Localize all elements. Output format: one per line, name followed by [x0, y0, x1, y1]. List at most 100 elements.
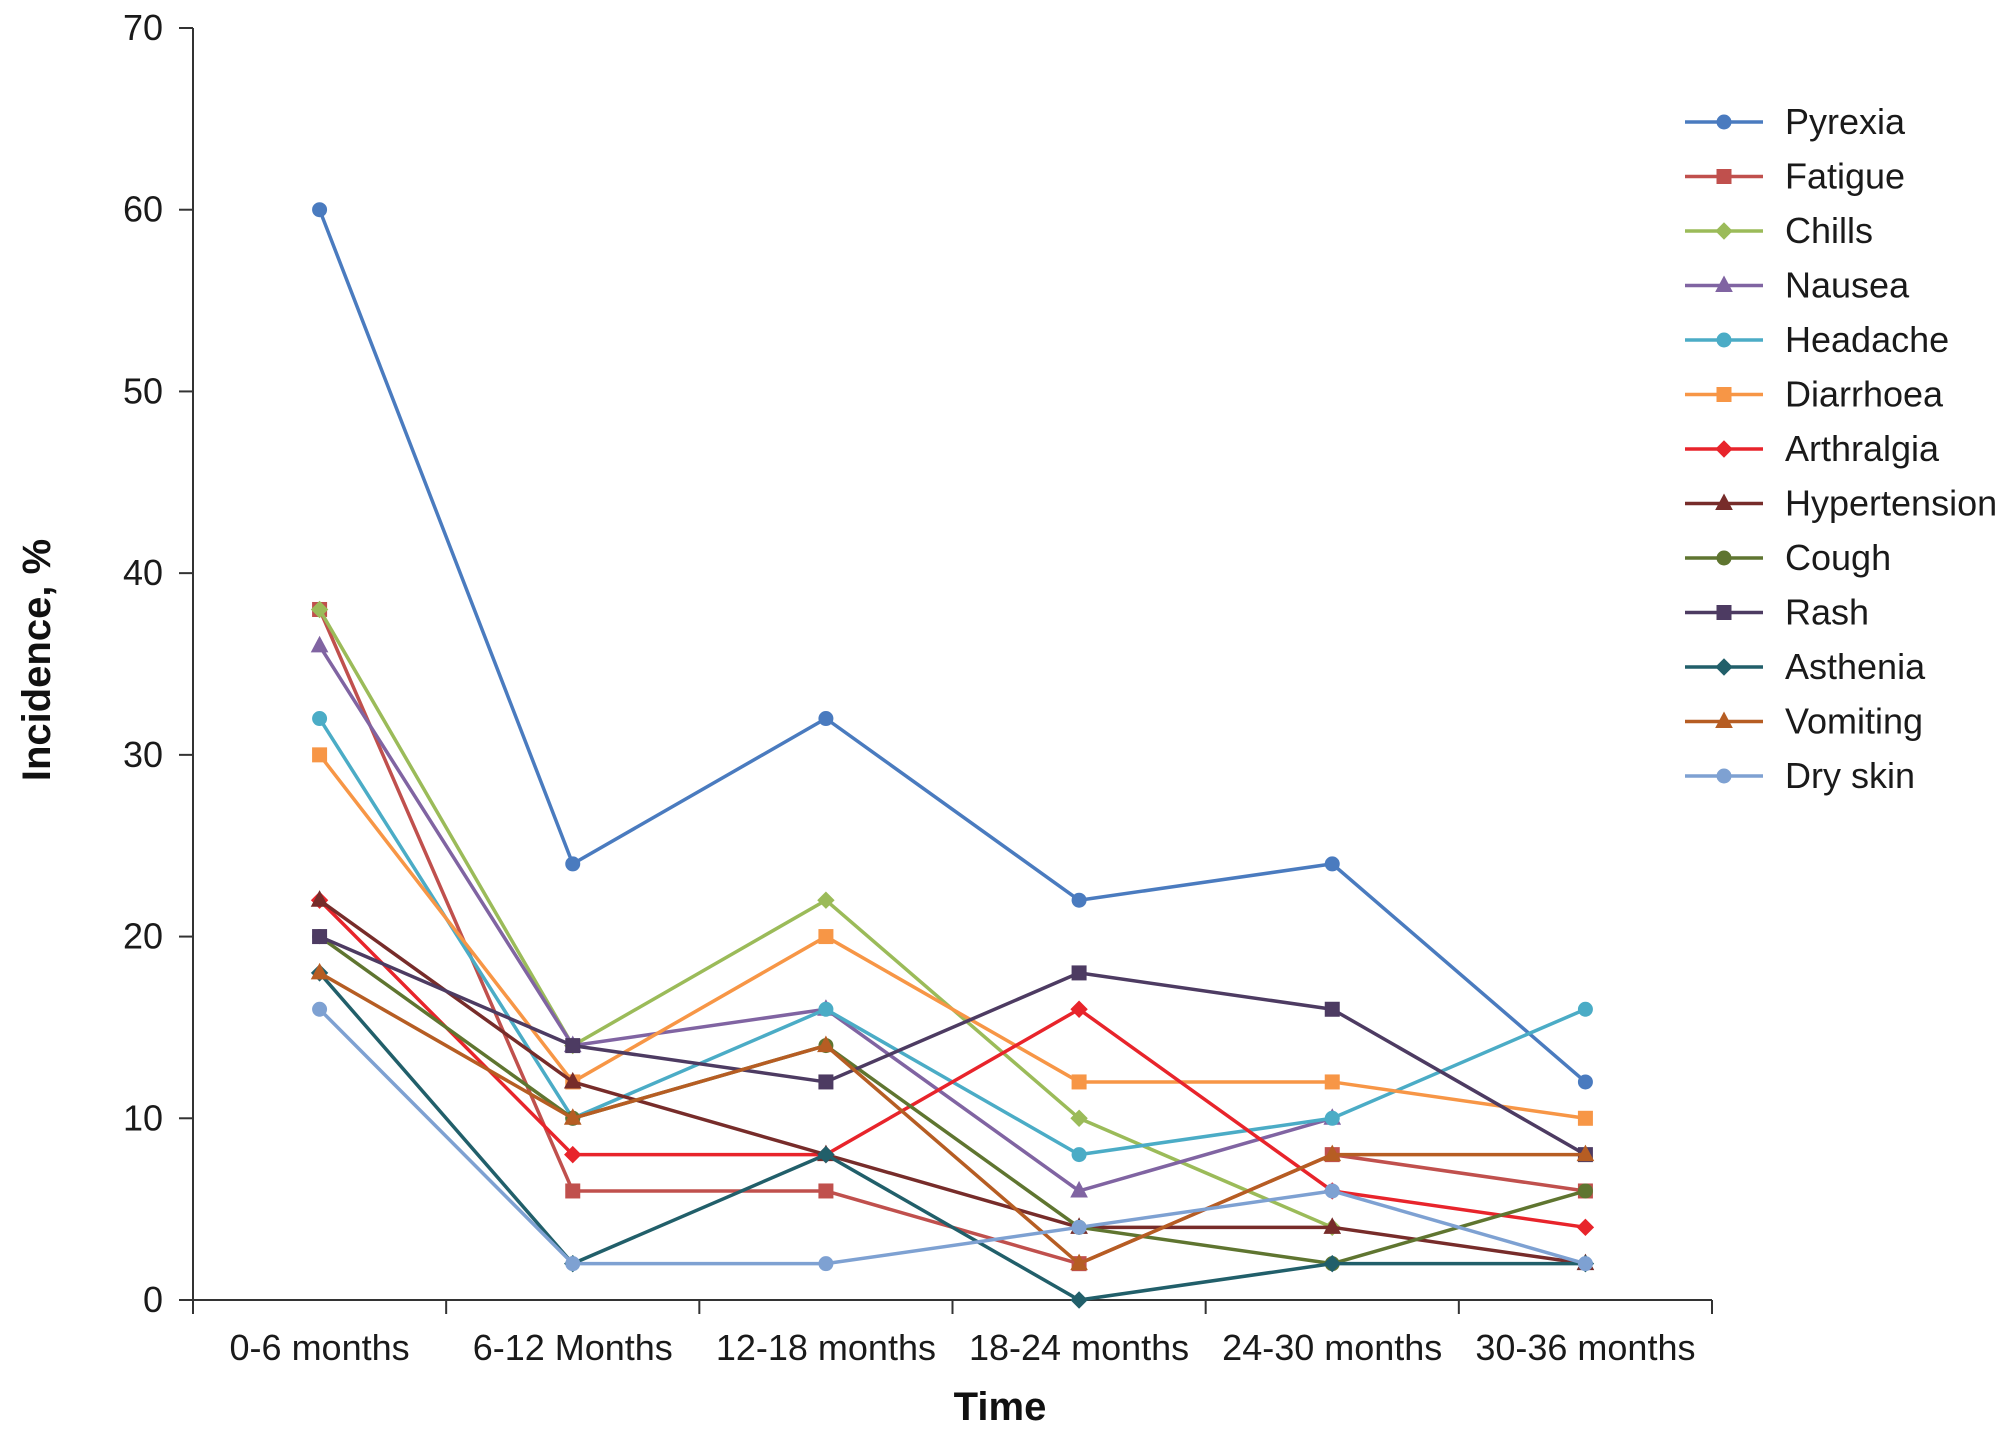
- data-point-fatigue: [565, 1183, 581, 1199]
- series-line-nausea: [318, 644, 1333, 1193]
- legend-label: Cough: [1785, 537, 1891, 578]
- series-pyrexia: [312, 202, 1593, 1090]
- legend-label: Dry skin: [1785, 755, 1915, 796]
- legend-label: Hypertension: [1785, 483, 1997, 524]
- y-tick-label: 0: [143, 1279, 163, 1320]
- legend-marker-nausea: [1715, 275, 1733, 292]
- legend-item-fatigue: Fatigue: [1685, 156, 1905, 197]
- data-point-dry-skin: [565, 1256, 581, 1272]
- legend-marker-hypertension: [1715, 493, 1733, 510]
- legend-label: Diarrhoea: [1785, 374, 1944, 415]
- legend-item-diarrhoea: Diarrhoea: [1685, 374, 1944, 415]
- legend-item-hypertension: Hypertension: [1685, 483, 1997, 524]
- series-line-cough: [318, 935, 1586, 1266]
- data-point-headache: [818, 1001, 834, 1017]
- series-line-hypertension: [318, 898, 1586, 1266]
- data-point-chills: [1070, 1109, 1088, 1127]
- data-point-pyrexia: [818, 711, 834, 727]
- y-tick-label: 60: [123, 189, 163, 230]
- series-line-vomiting: [318, 971, 1586, 1266]
- data-point-chills: [310, 600, 329, 619]
- data-point-diarrhoea: [312, 747, 328, 763]
- series-rash: [312, 929, 1593, 1163]
- data-point-vomiting: [1070, 1253, 1088, 1271]
- legend-item-headache: Headache: [1685, 319, 1949, 360]
- legend-marker-asthenia: [1715, 658, 1733, 676]
- x-tick-label: 30-36 months: [1475, 1327, 1695, 1368]
- data-point-dry-skin: [1071, 1219, 1087, 1235]
- series-line-asthenia: [318, 971, 1586, 1302]
- x-axis-title: Time: [954, 1385, 1047, 1429]
- data-point-pyrexia: [1071, 892, 1087, 908]
- data-point-diarrhoea: [818, 929, 834, 945]
- legend-label: Arthralgia: [1785, 428, 1940, 469]
- legend-label: Fatigue: [1785, 156, 1905, 197]
- legend-label: Rash: [1785, 592, 1869, 633]
- data-point-rash: [1324, 1001, 1340, 1017]
- legend-marker-pyrexia: [1716, 114, 1732, 130]
- legend-item-nausea: Nausea: [1685, 265, 1910, 306]
- legend-label: Pyrexia: [1785, 101, 1906, 142]
- series-line-arthralgia: [318, 898, 1586, 1230]
- data-point-headache: [312, 711, 328, 727]
- legend: Pyrexia Fatigue Chills Nausea Headache Diarrh…: [1685, 101, 1997, 796]
- legend-label: Nausea: [1785, 265, 1910, 306]
- data-point-diarrhoea: [1071, 1074, 1087, 1090]
- legend-item-asthenia: Asthenia: [1685, 646, 1926, 687]
- legend-item-dry-skin: Dry skin: [1685, 755, 1915, 796]
- legend-marker-cough: [1716, 550, 1732, 566]
- data-point-hypertension: [1323, 1217, 1342, 1234]
- y-axis: 0 10 20 30 40 50 60 70: [123, 7, 194, 1320]
- data-point-fatigue: [818, 1183, 834, 1199]
- series-line-dry-skin: [318, 1008, 1586, 1266]
- data-point-asthenia: [817, 1145, 835, 1164]
- data-point-diarrhoea: [1577, 1110, 1593, 1126]
- data-point-rash: [565, 1038, 581, 1054]
- data-point-vomiting: [1323, 1144, 1342, 1162]
- x-axis: 0-6 months 6-12 Months 12-18 months 18-24 m…: [192, 1299, 1713, 1368]
- legend-marker-headache: [1716, 332, 1732, 348]
- data-point-vomiting: [310, 962, 329, 980]
- legend-marker-arthralgia: [1715, 440, 1733, 458]
- data-point-pyrexia: [565, 856, 581, 872]
- data-point-rash: [818, 1074, 834, 1090]
- data-point-dry-skin: [312, 1001, 328, 1017]
- data-point-arthralgia: [1576, 1218, 1595, 1237]
- data-point-headache: [1071, 1147, 1087, 1163]
- data-point-headache: [1324, 1110, 1340, 1126]
- data-point-chills: [817, 891, 835, 909]
- y-tick-label: 30: [123, 734, 163, 775]
- data-point-rash: [312, 929, 328, 945]
- data-point-headache: [1577, 1001, 1593, 1017]
- legend-marker-rash: [1716, 605, 1732, 620]
- series-line-pyrexia: [317, 209, 1587, 1084]
- series-line-rash: [318, 934, 1587, 1157]
- data-point-dry-skin: [1577, 1256, 1593, 1272]
- legend-item-pyrexia: Pyrexia: [1685, 101, 1906, 142]
- data-point-rash: [1071, 965, 1087, 981]
- legend-marker-diarrhoea: [1716, 387, 1732, 402]
- legend-label: Headache: [1785, 319, 1949, 360]
- data-point-vomiting: [1576, 1144, 1595, 1162]
- data-point-vomiting: [563, 1108, 582, 1125]
- data-point-nausea: [1070, 1180, 1088, 1198]
- x-tick-label: 6-12 Months: [473, 1327, 673, 1368]
- data-point-diarrhoea: [1324, 1074, 1340, 1090]
- data-point-vomiting: [817, 1035, 835, 1053]
- legend-marker-dry-skin: [1716, 768, 1732, 784]
- y-tick-label: 40: [123, 552, 163, 593]
- legend-marker-vomiting: [1715, 711, 1733, 728]
- data-point-dry-skin: [1324, 1183, 1340, 1199]
- legend-marker-fatigue: [1716, 169, 1732, 184]
- x-tick-label: 18-24 months: [969, 1327, 1189, 1368]
- data-point-nausea: [310, 635, 329, 653]
- data-point-dry-skin: [818, 1256, 834, 1272]
- data-point-asthenia: [1070, 1291, 1088, 1309]
- data-point-arthralgia: [1070, 1000, 1088, 1018]
- data-point-pyrexia: [1577, 1074, 1593, 1090]
- series-layer: [310, 202, 1595, 1309]
- x-tick-label: 12-18 months: [716, 1327, 936, 1368]
- data-point-asthenia: [1323, 1254, 1341, 1273]
- legend-item-cough: Cough: [1685, 537, 1891, 578]
